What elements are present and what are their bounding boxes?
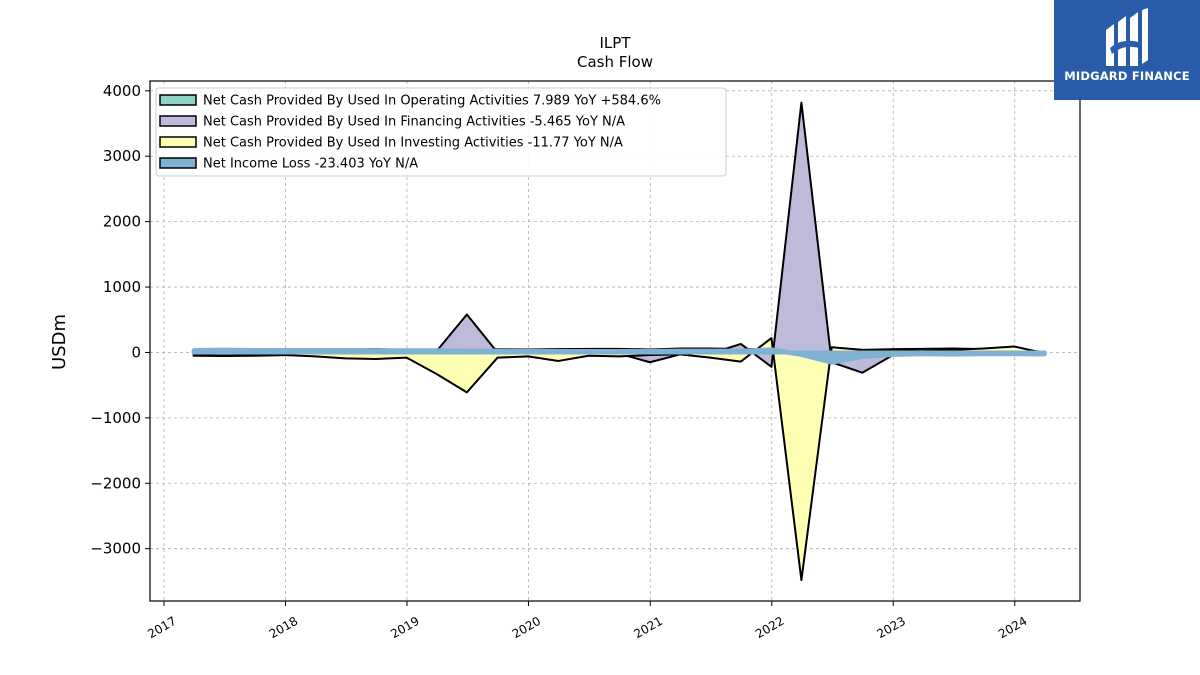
logo-text: MIDGARD FINANCE bbox=[1064, 69, 1190, 83]
x-tick-label: 2017 bbox=[145, 614, 178, 641]
midgard-finance-logo: MIDGARD FINANCE bbox=[1054, 0, 1200, 100]
x-tick-label: 2020 bbox=[510, 614, 543, 641]
legend-entry: Net Cash Provided By Used In Investing A… bbox=[203, 136, 623, 151]
y-tick-label: 1000 bbox=[103, 278, 141, 296]
legend-swatch bbox=[159, 157, 197, 169]
y-tick-label: 0 bbox=[131, 343, 141, 361]
chart-title: ILPT bbox=[600, 34, 632, 52]
y-tick-label: −2000 bbox=[90, 474, 141, 492]
legend: Net Cash Provided By Used In Operating A… bbox=[155, 87, 727, 177]
y-tick-label: 4000 bbox=[103, 82, 141, 100]
x-tick-label: 2021 bbox=[632, 614, 665, 641]
y-tick-label: −1000 bbox=[90, 409, 141, 427]
plot-frame bbox=[149, 80, 1081, 602]
legend-entry: Net Cash Provided By Used In Financing A… bbox=[203, 115, 625, 130]
chart-subtitle: Cash Flow bbox=[577, 53, 653, 71]
x-tick-label: 2022 bbox=[753, 614, 786, 641]
legend-entry: Net Cash Provided By Used In Operating A… bbox=[203, 94, 661, 109]
x-tick-label: 2023 bbox=[875, 614, 908, 641]
legend-swatch bbox=[159, 115, 197, 127]
x-tick-label: 2018 bbox=[267, 614, 300, 641]
legend-swatch bbox=[159, 94, 197, 106]
series-areas bbox=[191, 101, 1047, 582]
midgard-logo-icon bbox=[1106, 8, 1148, 66]
y-tick-label: 2000 bbox=[103, 213, 141, 231]
legend-entry: Net Income Loss -23.403 YoY N/A bbox=[203, 157, 418, 172]
series-area-2 bbox=[192, 337, 1046, 582]
legend-swatch bbox=[159, 136, 197, 148]
y-tick-label: −3000 bbox=[90, 540, 141, 558]
x-tick-label: 2019 bbox=[388, 614, 421, 641]
x-tick-label: 2024 bbox=[996, 614, 1029, 641]
legend-box bbox=[155, 87, 727, 177]
series-line-3 bbox=[193, 347, 1045, 365]
y-axis-label: USDm bbox=[49, 314, 70, 370]
y-tick-label: 3000 bbox=[103, 147, 141, 165]
